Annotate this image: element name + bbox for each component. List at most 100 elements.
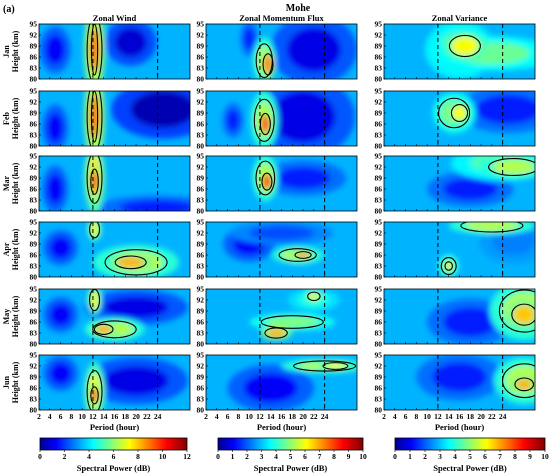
significance-contour [278, 248, 317, 262]
y-tick-label: 80 [375, 406, 383, 415]
colorbar-tick-label: 8 [513, 452, 517, 461]
colorbar-tick-label: 9 [347, 452, 351, 461]
power-region [45, 35, 65, 65]
x-tick-label: 14 [267, 412, 275, 421]
colorbar-1: 0 2 4 6 8 10 12 Spectral Power (dB) [38, 437, 191, 473]
row-label-may: May [2, 309, 11, 325]
y-tick-label: 83 [30, 64, 38, 73]
y-tick-label: 83 [375, 262, 383, 271]
significance-contour [90, 168, 99, 195]
significance-contour [444, 261, 453, 271]
y-tick-label: 95 [197, 20, 205, 29]
significance-contour [450, 104, 469, 122]
y-tick-label: 89 [30, 109, 38, 118]
y-tick-label: 92 [375, 296, 383, 305]
panel-jan-1: 80 83 86 89 92 95 Jan Height (km) [2, 20, 191, 84]
x-tick-label: 4 [215, 412, 219, 421]
y-tick-label: 86 [197, 185, 205, 194]
y-tick-label: 92 [30, 163, 38, 172]
y-tick-label: 95 [30, 20, 38, 29]
colorbar-tick-label: 1 [231, 452, 235, 461]
colorbar-gradient [217, 437, 364, 451]
y-tick-label: 83 [30, 329, 38, 338]
power-region [491, 159, 535, 175]
x-axis-label: Period (hour) [90, 422, 140, 432]
colorbar-3: 0 1 2 3 4 5 6 7 8 9 10 Spectral Power (dB) [393, 437, 549, 473]
y-tick-label: 86 [197, 251, 205, 260]
x-tick-label: 22 [488, 412, 496, 421]
y-tick-label: 86 [197, 384, 205, 393]
y-tick-label: 86 [30, 185, 38, 194]
y-tick-label: 89 [197, 42, 205, 51]
y-tick-label: 95 [375, 285, 383, 294]
power-region [516, 378, 533, 390]
panel-may-3: 80 83 86 89 92 95 [375, 285, 536, 349]
significance-contour [322, 362, 349, 370]
power-region [475, 94, 535, 124]
x-tick-label: 24 [499, 412, 507, 421]
y-tick-label: 89 [30, 240, 38, 249]
power-region [308, 292, 320, 301]
panel-feb-2: 80 83 86 89 92 95 [197, 87, 358, 151]
significance-contour [294, 251, 312, 259]
x-tick-label: 2 [37, 412, 41, 421]
y-tick-label: 83 [197, 131, 205, 140]
y-tick-label: 89 [197, 174, 205, 183]
colorbar-tick-label: 10 [159, 452, 167, 461]
power-region [91, 170, 98, 193]
x-tick-label: 8 [414, 412, 418, 421]
y-tick-label: 83 [375, 64, 383, 73]
y-tick-label: 89 [197, 240, 205, 249]
power-region [296, 252, 311, 258]
y-tick-label: 86 [375, 53, 383, 62]
y-tick-label: 83 [197, 395, 205, 404]
colorbar-tick-label: 8 [136, 452, 140, 461]
panel-may-2: 80 83 86 89 92 95 [197, 285, 358, 349]
colorbar-tick-label: 2 [245, 452, 249, 461]
power-region [443, 178, 498, 200]
x-tick-label: 18 [289, 412, 297, 421]
panel-jun-2: 80 83 86 89 92 95 [197, 351, 358, 415]
colorbar-label: Spectral Power (dB) [77, 463, 151, 473]
y-tick-label: 89 [30, 307, 38, 316]
significance-contour [262, 53, 274, 76]
significance-contour [89, 222, 101, 239]
power-region [90, 290, 99, 310]
colorbar-gradient [39, 437, 188, 451]
significance-contour [488, 158, 535, 176]
colorbar-tick-label: 2 [63, 452, 67, 461]
x-tick-label: 22 [143, 412, 151, 421]
significance-contour [86, 156, 103, 204]
panel-mar-2: 80 83 86 89 92 95 [197, 152, 358, 216]
y-tick-label: 89 [375, 373, 383, 382]
colorbar-tick-label: 2 [423, 452, 427, 461]
panel-apr-3: 80 83 86 89 92 95 [375, 218, 536, 282]
power-region [276, 167, 331, 189]
power-region [443, 307, 498, 337]
power-region [324, 363, 347, 369]
column-title-2: Zonal Momentum Flux [239, 13, 324, 23]
significance-contour [264, 327, 288, 339]
power-region [464, 222, 519, 232]
y-axis-label: Height (km) [11, 30, 20, 72]
x-tick-label: 14 [100, 412, 108, 421]
colorbar-tick-label: 6 [112, 452, 116, 461]
power-region [91, 388, 98, 403]
panel-jan-3: 80 83 86 89 92 95 [375, 20, 536, 84]
colorbar-tick-label: 7 [498, 452, 502, 461]
panel-jun-1: 80 83 86 89 92 95 Jun Height (km) [2, 351, 191, 415]
significance-contour [86, 91, 103, 146]
x-tick-label: 2 [382, 412, 386, 421]
colorbar-tick-label: 12 [183, 452, 191, 461]
y-tick-label: 92 [375, 31, 383, 40]
y-tick-label: 95 [197, 285, 205, 294]
power-region [95, 324, 112, 334]
y-tick-label: 92 [197, 296, 205, 305]
significance-contour [501, 363, 535, 399]
y-tick-label: 80 [197, 75, 205, 84]
y-tick-label: 86 [375, 318, 383, 327]
significance-contour [261, 172, 273, 191]
panel-jun-3: 80 83 86 89 92 95 [375, 351, 536, 415]
y-tick-label: 86 [375, 384, 383, 393]
